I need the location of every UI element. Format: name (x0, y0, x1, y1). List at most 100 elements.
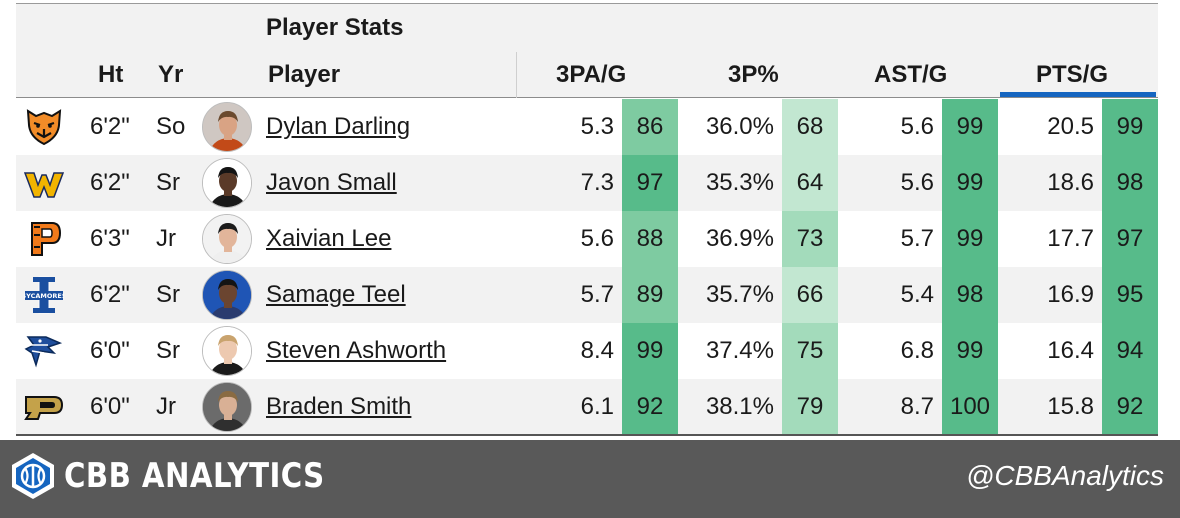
pts-per-game-percentile: 94 (1102, 323, 1158, 379)
ast-per-game-percentile: 99 (942, 323, 998, 379)
pts-per-game-percentile: 92 (1102, 379, 1158, 435)
player-avatar (202, 102, 252, 152)
player-name-link[interactable]: Samage Teel (266, 281, 406, 308)
ast-per-game-value: 8.7 (900, 393, 934, 420)
footer-bar: CBB ANALYTICS @CBBAnalytics (0, 440, 1180, 518)
player-avatar (202, 326, 252, 376)
pts-per-game-value: 16.4 (1047, 337, 1094, 364)
threepa-percentile: 86 (622, 99, 678, 155)
pts-per-game-value: 18.6 (1047, 169, 1094, 196)
table-row: 6'2" Sr Javon Small 7.3 97 35.3% 64 5.6 … (16, 155, 1158, 211)
three-point-pct-percentile: 68 (782, 99, 838, 155)
ast-per-game-percentile: 99 (942, 99, 998, 155)
player-name-link[interactable]: Braden Smith (266, 393, 412, 420)
threepa-per-game-value: 6.1 (580, 393, 614, 420)
player-avatar (202, 158, 252, 208)
player-year: Jr (156, 225, 176, 252)
player-name-link[interactable]: Xaivian Lee (266, 225, 392, 252)
sycamores-logo-icon[interactable]: SYCAMORES (21, 275, 67, 315)
player-name-link[interactable]: Dylan Darling (266, 113, 411, 140)
table-row: 6'0" Jr Braden Smith 6.1 92 38.1% 79 8.7… (16, 379, 1158, 435)
threepa-per-game-value: 5.7 (580, 281, 614, 308)
ast-per-game-value: 5.7 (900, 225, 934, 252)
table-row: 6'3" Jr Xaivian Lee 5.6 88 36.9% 73 5.7 … (16, 211, 1158, 267)
player-year: Jr (156, 393, 176, 420)
header-divider (516, 52, 517, 98)
threepa-percentile: 97 (622, 155, 678, 211)
bluejay-logo-icon[interactable] (24, 331, 64, 371)
tiger-logo-icon[interactable] (24, 107, 64, 147)
player-height: 6'2" (90, 113, 130, 140)
table-bottom-border (16, 434, 1158, 436)
table-row: 6'0" Sr Steven Ashworth 8.4 99 37.4% 75 … (16, 323, 1158, 379)
table-row: 6'2" So Dylan Darling 5.3 86 36.0% 68 5.… (16, 99, 1158, 155)
three-point-pct-value: 38.1% (705, 393, 774, 420)
wv-logo-icon[interactable] (23, 163, 65, 203)
three-point-pct-value: 37.4% (705, 337, 774, 364)
pts-per-game-value: 20.5 (1047, 113, 1094, 140)
three-point-pct-percentile: 66 (782, 267, 838, 323)
pts-per-game-value: 17.7 (1047, 225, 1094, 252)
cbb-analytics-logo-icon (12, 453, 54, 499)
ast-per-game-percentile: 99 (942, 155, 998, 211)
column-header-3pa-per-game[interactable]: 3PA/G (556, 61, 627, 88)
threepa-per-game-value: 8.4 (580, 337, 614, 364)
ast-per-game-value: 6.8 (900, 337, 934, 364)
pts-per-game-percentile: 97 (1102, 211, 1158, 267)
pts-per-game-percentile: 99 (1102, 99, 1158, 155)
player-avatar (202, 270, 252, 320)
ast-per-game-value: 5.4 (900, 281, 934, 308)
three-point-pct-percentile: 75 (782, 323, 838, 379)
three-point-pct-value: 36.0% (705, 113, 774, 140)
player-year: Sr (156, 337, 180, 364)
ast-per-game-percentile: 98 (942, 267, 998, 323)
player-year: Sr (156, 169, 180, 196)
column-header-ast-per-game[interactable]: AST/G (874, 61, 948, 88)
threepa-per-game-value: 5.3 (580, 113, 614, 140)
player-avatar (202, 214, 252, 264)
player-height: 6'2" (90, 169, 130, 196)
princeton-p-logo-icon[interactable] (24, 219, 64, 259)
pts-per-game-value: 16.9 (1047, 281, 1094, 308)
threepa-percentile: 88 (622, 211, 678, 267)
three-point-pct-percentile: 79 (782, 379, 838, 435)
ast-per-game-value: 5.6 (900, 113, 934, 140)
table-column-header: Ht Yr Player 3PA/G 3P% AST/G PTS/G (16, 52, 1158, 98)
player-stats-table: Player Stats Ht Yr Player 3PA/G 3P% AST/… (16, 3, 1158, 436)
three-point-pct-percentile: 64 (782, 155, 838, 211)
player-height: 6'0" (90, 393, 130, 420)
ast-per-game-percentile: 100 (942, 379, 998, 435)
column-header-player[interactable]: Player (268, 61, 341, 88)
social-handle[interactable]: @CBBAnalytics (965, 460, 1164, 491)
player-year: Sr (156, 281, 180, 308)
three-point-pct-value: 35.3% (705, 169, 774, 196)
threepa-percentile: 89 (622, 267, 678, 323)
player-year: So (156, 113, 186, 140)
player-height: 6'2" (90, 281, 130, 308)
player-height: 6'0" (90, 337, 130, 364)
column-header-3p-percent[interactable]: 3P% (728, 61, 779, 88)
group-title: Player Stats (266, 14, 404, 41)
brand-name: CBB ANALYTICS (64, 456, 325, 496)
sort-indicator (1000, 92, 1156, 97)
purdue-p-logo-icon[interactable] (24, 387, 64, 427)
threepa-percentile: 92 (622, 379, 678, 435)
player-height: 6'3" (90, 225, 130, 252)
pts-per-game-percentile: 98 (1102, 155, 1158, 211)
svg-text:SYCAMORES: SYCAMORES (24, 292, 64, 300)
column-header-yr[interactable]: Yr (158, 61, 184, 88)
table-row: SYCAMORES 6'2" Sr Samage Teel 5.7 89 35.… (16, 267, 1158, 323)
threepa-per-game-value: 5.6 (580, 225, 614, 252)
pts-per-game-value: 15.8 (1047, 393, 1094, 420)
pts-per-game-percentile: 95 (1102, 267, 1158, 323)
column-header-pts-per-game[interactable]: PTS/G (1036, 61, 1109, 88)
three-point-pct-percentile: 73 (782, 211, 838, 267)
three-point-pct-value: 35.7% (705, 281, 774, 308)
column-header-ht[interactable]: Ht (98, 61, 124, 88)
player-avatar (202, 382, 252, 432)
player-name-link[interactable]: Javon Small (266, 169, 397, 196)
three-point-pct-value: 36.9% (705, 225, 774, 252)
player-name-link[interactable]: Steven Ashworth (266, 337, 447, 364)
threepa-per-game-value: 7.3 (580, 169, 614, 196)
table-group-header: Player Stats (16, 4, 1158, 52)
